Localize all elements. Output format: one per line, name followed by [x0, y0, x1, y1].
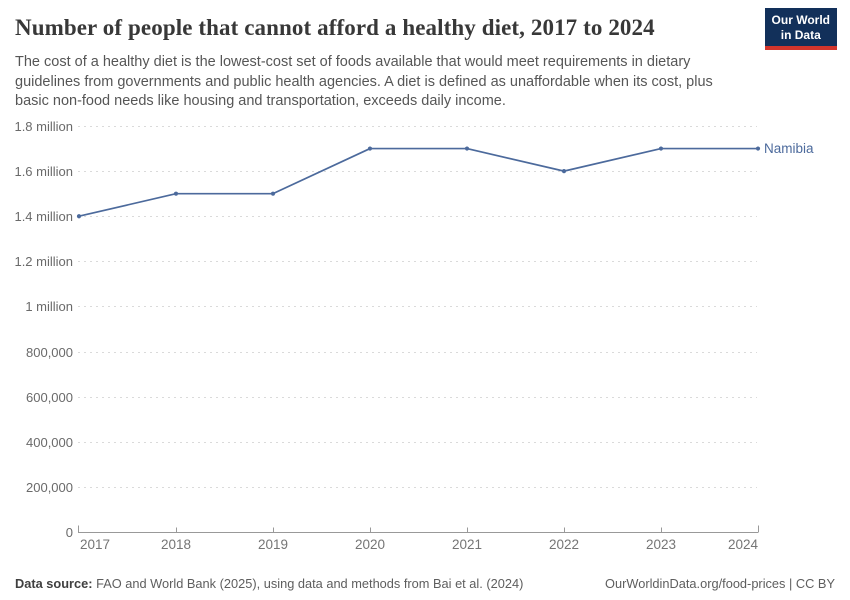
x-tick-label: 2024	[728, 537, 759, 552]
y-tick-label: 1 million	[25, 299, 73, 314]
x-tick-label: 2021	[452, 537, 482, 552]
y-tick-label: 1.4 million	[14, 209, 73, 224]
series-end-label[interactable]: Namibia	[764, 141, 814, 156]
x-tick-label: 2020	[355, 537, 385, 552]
chart-subtitle: The cost of a healthy diet is the lowest…	[15, 54, 713, 109]
data-source-note: Data source: FAO and World Bank (2025), …	[15, 576, 523, 591]
y-tick-label: 1.2 million	[14, 254, 73, 269]
y-tick-label: 800,000	[26, 345, 73, 360]
data-source-text: FAO and World Bank (2025), using data an…	[92, 576, 524, 591]
line-chart: 0 200,000 400,000 600,000 800,000 1 million 1.…	[0, 108, 850, 568]
data-point	[464, 146, 470, 151]
owid-logo-line2: in Data	[780, 27, 821, 42]
y-tick-label: 1.8 million	[14, 119, 73, 134]
y-tick-label: 200,000	[26, 480, 73, 495]
x-tick-label: 2023	[646, 537, 676, 552]
footer-separator: |	[785, 576, 796, 591]
data-point	[658, 146, 664, 151]
y-tick-label: 0	[66, 525, 73, 540]
y-tick-label: 400,000	[26, 435, 73, 450]
x-tick-label: 2017	[80, 537, 110, 552]
chart-title: Number of people that cannot afford a he…	[15, 15, 655, 40]
x-tick-label: 2019	[258, 537, 288, 552]
y-tick-label: 600,000	[26, 390, 73, 405]
chart-svg: 0 200,000 400,000 600,000 800,000 1 million 1.…	[14, 119, 814, 552]
series-line	[78, 147, 759, 218]
owid-url[interactable]: OurWorldinData.org/food-prices	[605, 576, 786, 591]
data-point	[270, 191, 276, 196]
data-point	[76, 214, 82, 219]
data-point	[367, 146, 373, 151]
license-text: CC BY	[795, 576, 835, 591]
data-point	[755, 146, 761, 151]
owid-logo[interactable]: Our World in Data	[764, 8, 837, 50]
owid-logo-line1: Our World	[771, 13, 830, 27]
footer-right: OurWorldinData.org/food-prices | CC BY	[605, 576, 835, 591]
chart-footer: Data source: FAO and World Bank (2025), …	[15, 576, 835, 591]
x-tick-label: 2018	[161, 537, 191, 552]
x-tick-label: 2022	[549, 537, 579, 552]
data-point	[173, 191, 179, 196]
data-point	[561, 169, 567, 174]
data-source-label: Data source:	[15, 576, 93, 591]
y-tick-label: 1.6 million	[14, 164, 73, 179]
